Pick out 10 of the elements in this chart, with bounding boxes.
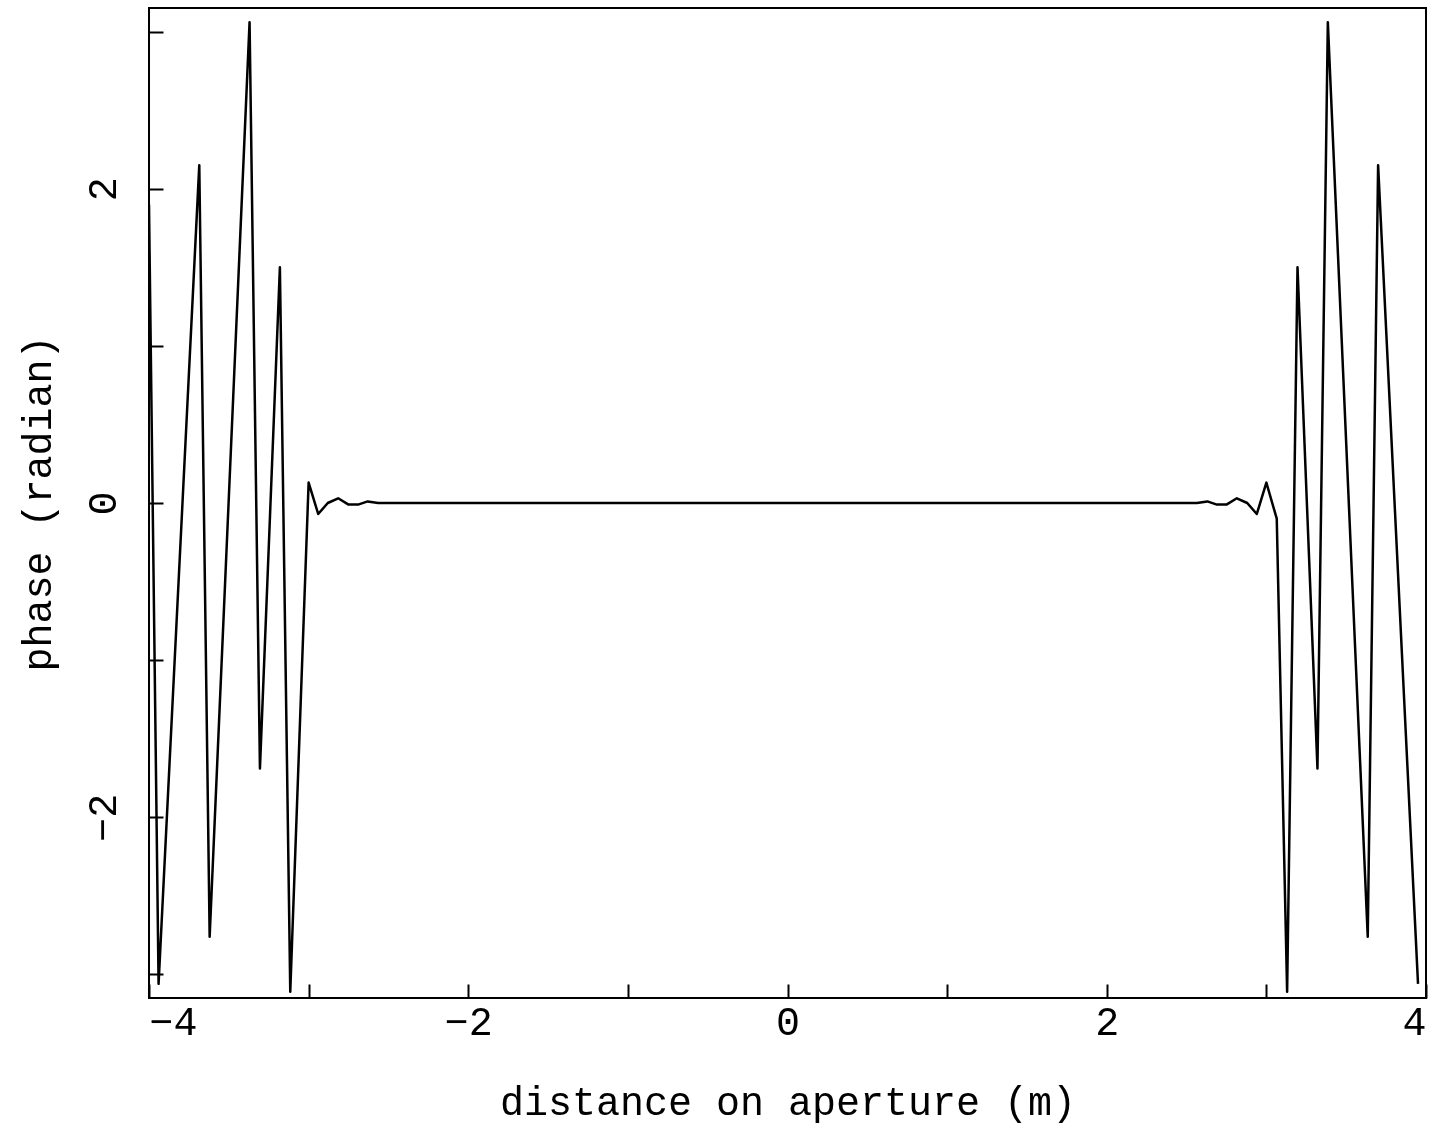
x-tick-label: 0 bbox=[775, 1001, 801, 1047]
x-tick-label: −4 bbox=[149, 1001, 198, 1047]
x-tick-label: −2 bbox=[444, 1001, 493, 1047]
y-axis-title: phase (radian) bbox=[17, 335, 63, 672]
y-tick-label: −2 bbox=[82, 793, 128, 842]
x-axis-title: distance on aperture (m) bbox=[499, 1081, 1077, 1127]
x-tick-label: 4 bbox=[1402, 1001, 1427, 1047]
x-tick-label: 2 bbox=[1095, 1001, 1120, 1047]
y-tick-label: 2 bbox=[82, 177, 128, 202]
y-tick-label: 0 bbox=[82, 491, 128, 516]
